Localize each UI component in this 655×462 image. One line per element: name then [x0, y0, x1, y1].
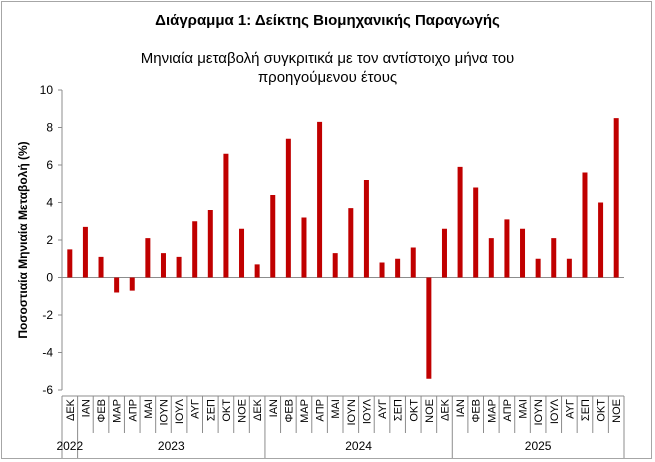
- x-tick-label: ΦΕΒ: [471, 399, 483, 422]
- bar: [270, 195, 276, 278]
- bar: [598, 202, 604, 278]
- x-tick-label: ΙΟΥΝ: [158, 399, 170, 426]
- y-tick-label: 2: [46, 233, 53, 247]
- x-tick-label: ΙΟΥΝ: [346, 399, 358, 426]
- x-tick-label: ΔΕΚ: [65, 398, 77, 421]
- bar: [348, 208, 354, 278]
- bar: [285, 138, 291, 278]
- y-tick-label: -4: [42, 346, 53, 360]
- x-tick-label: ΣΕΠ: [205, 399, 217, 421]
- x-tick-label: ΣΕΠ: [393, 399, 405, 421]
- x-tick-label: ΙΑΝ: [268, 399, 280, 417]
- year-label: 2024: [345, 439, 372, 453]
- bar: [426, 277, 432, 379]
- bar: [129, 277, 135, 291]
- x-tick-label: ΦΕΒ: [283, 399, 295, 422]
- bar: [160, 253, 166, 278]
- x-tick-label: ΔΕΚ: [252, 398, 264, 421]
- x-tick-label: ΑΥΓ: [564, 399, 576, 419]
- bar: [613, 118, 619, 278]
- bar: [145, 238, 151, 278]
- x-tick-label: ΙΑΝ: [80, 399, 92, 417]
- bar: [535, 258, 541, 278]
- year-label: 2025: [525, 439, 552, 453]
- bar: [379, 262, 385, 278]
- bar: [582, 172, 588, 278]
- y-tick-label: 10: [40, 83, 54, 97]
- bar: [317, 121, 323, 278]
- bar: [473, 187, 479, 278]
- x-tick-label: ΙΑΝ: [455, 399, 467, 417]
- chart-subtitle: Μηνιαία μεταβολή συγκριτικά με τον αντίσ…: [2, 49, 653, 87]
- bar: [395, 258, 401, 278]
- bar: [504, 219, 510, 278]
- x-tick-label: ΔΕΚ: [439, 398, 451, 421]
- bar: [551, 238, 557, 278]
- bar: [67, 249, 73, 278]
- x-tick-label: ΟΚΤ: [596, 399, 608, 422]
- x-tick-label: ΑΥΓ: [377, 399, 389, 419]
- bar: [98, 256, 104, 278]
- x-tick-label: ΜΑΡ: [486, 399, 498, 423]
- x-tick-label: ΑΥΓ: [190, 399, 202, 419]
- x-tick-label: ΣΕΠ: [580, 399, 592, 421]
- bar: [520, 228, 526, 278]
- bar: [192, 221, 198, 278]
- x-tick-label: ΑΠΡ: [315, 399, 327, 422]
- bar: [239, 228, 245, 278]
- x-tick-label: ΝΟΕ: [611, 399, 623, 423]
- x-tick-label: ΙΟΥΛ: [361, 398, 373, 424]
- x-tick-label: ΜΑΙ: [143, 399, 155, 419]
- y-tick-label: -6: [42, 383, 53, 397]
- x-tick-label: ΑΠΡ: [127, 399, 139, 422]
- x-tick-label: ΟΚΤ: [221, 399, 233, 422]
- bar: [223, 153, 229, 278]
- x-tick-label: ΜΑΡ: [299, 399, 311, 423]
- bar: [457, 166, 463, 278]
- x-tick-label: ΙΟΥΛ: [549, 398, 561, 424]
- y-tick-label: 8: [46, 121, 53, 135]
- bar: [114, 277, 120, 293]
- x-tick-label: ΜΑΙ: [330, 399, 342, 419]
- bar: [566, 258, 572, 278]
- x-tick-label: ΙΟΥΛ: [174, 398, 186, 424]
- y-tick-label: 6: [46, 158, 53, 172]
- bar: [410, 247, 416, 278]
- year-label: 2023: [158, 439, 185, 453]
- bar: [254, 264, 260, 278]
- chart-title: Διάγραμμα 1: Δείκτης Βιομηχανικής Παραγω…: [155, 12, 500, 29]
- bar: [176, 256, 182, 278]
- x-tick-label: ΜΑΡ: [112, 399, 124, 423]
- chart-subtitle-line-1: Μηνιαία μεταβολή συγκριτικά με τον αντίσ…: [140, 50, 515, 67]
- x-tick-label: ΝΟΕ: [424, 399, 436, 423]
- chart-subtitle-line-2: προηγούμενου έτους: [257, 69, 398, 86]
- bar: [363, 180, 369, 278]
- y-tick-label: -2: [42, 308, 53, 322]
- bar: [488, 238, 494, 278]
- y-tick-label: 0: [46, 271, 53, 285]
- y-axis-label: Ποσοστιαία Μηνιαία Μεταβολή (%): [16, 141, 30, 338]
- x-tick-label: ΙΟΥΝ: [533, 399, 545, 426]
- bar: [441, 228, 447, 278]
- bar: [332, 253, 338, 278]
- x-tick-label: ΦΕΒ: [96, 399, 108, 422]
- x-tick-label: ΑΠΡ: [502, 399, 514, 422]
- bar: [207, 210, 213, 278]
- y-tick-label: 4: [46, 196, 53, 210]
- bar: [82, 226, 88, 278]
- year-label: 2022: [56, 439, 83, 453]
- x-tick-label: ΜΑΙ: [518, 399, 530, 419]
- x-tick-label: ΝΟΕ: [237, 399, 249, 423]
- x-tick-label: ΟΚΤ: [408, 399, 420, 422]
- bar: [301, 217, 307, 278]
